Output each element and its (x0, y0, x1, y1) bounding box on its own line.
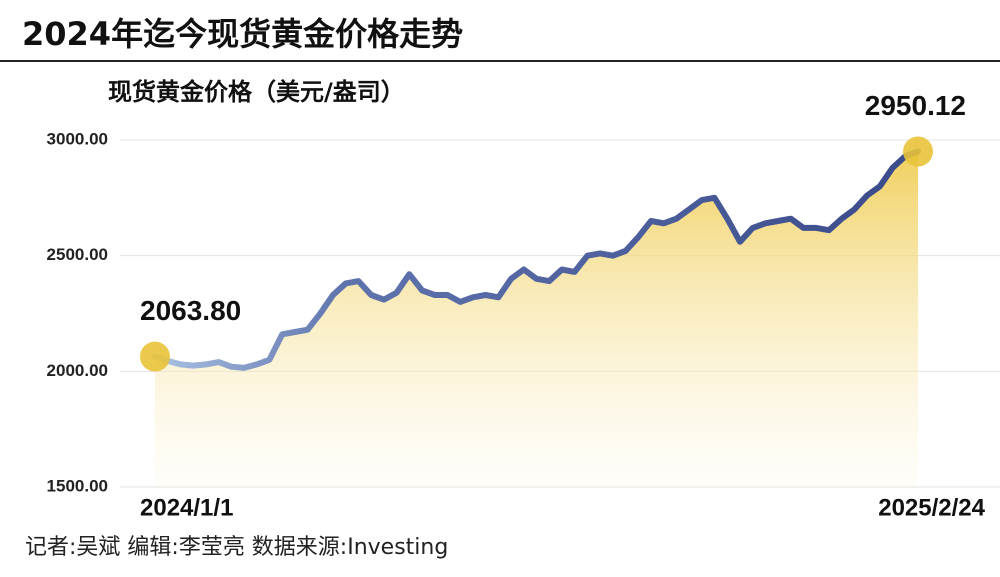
end-marker (140, 341, 170, 372)
y-tick-label: 2500.00 (47, 245, 108, 264)
x-tick-label: 2025/2/24 (878, 494, 985, 521)
value-label: 2950.12 (865, 90, 966, 121)
chart-title: 2024年迄今现货黄金价格走势 (22, 15, 463, 53)
source-note: 记者:吴斌 编辑:李莹亮 数据来源:Investing (25, 535, 448, 560)
legend-label: 现货黄金价格（美元/盎司） (108, 78, 405, 106)
y-tick-label: 1500.00 (47, 476, 108, 495)
line (152, 148, 921, 371)
end-marker (903, 136, 933, 167)
y-tick-label: 2000.00 (47, 361, 108, 380)
y-tick-label: 3000.00 (47, 129, 108, 148)
area (155, 151, 918, 487)
x-tick-label: 2024/1/1 (140, 494, 233, 521)
value-label: 2063.80 (140, 295, 241, 326)
